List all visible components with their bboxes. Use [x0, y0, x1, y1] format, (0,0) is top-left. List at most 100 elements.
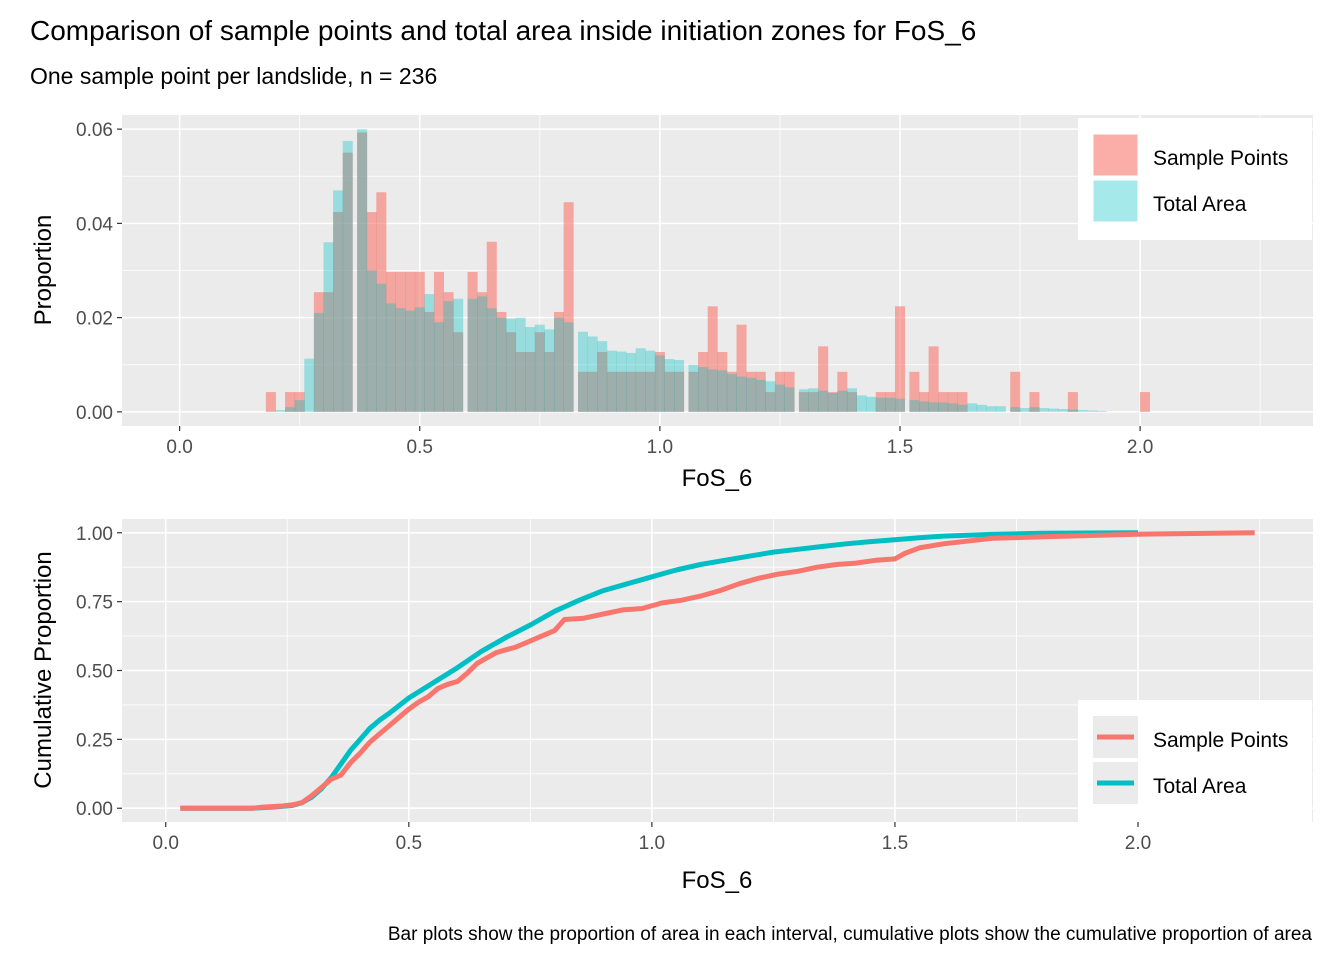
cumulative-x-tick-label: 2.0 [1125, 833, 1151, 854]
bar-total-area [856, 395, 867, 412]
bar-total-area [544, 329, 555, 412]
legend-label-sample-points: Sample Points [1153, 147, 1288, 170]
bar-total-area [477, 296, 488, 412]
bar-sample-points [1067, 392, 1078, 412]
bar-sample-points [294, 392, 305, 412]
histogram-y-ticks: 0.00 0.02 0.04 0.06 [76, 120, 122, 424]
bar-sample-points [534, 332, 545, 412]
bar-sample-points [774, 371, 785, 412]
histogram-legend: Sample Points Total Area [1078, 118, 1312, 240]
bar-sample-points [837, 371, 848, 412]
bar-sample-points [424, 311, 435, 412]
bar-sample-points [947, 392, 958, 412]
legend-label-total-area: Total Area [1153, 775, 1247, 798]
bar-sample-points [505, 332, 517, 412]
bar-total-area [587, 336, 598, 412]
bar-total-area [563, 322, 574, 412]
legend-swatch-sample-points [1092, 133, 1139, 177]
bar-total-area [313, 312, 324, 412]
cumulative-panel: 0.00 0.25 0.50 0.75 1.00 0.0 0.5 1.0 1.5 2.0 FoS… [30, 519, 1313, 894]
bar-total-area [957, 404, 968, 412]
bar-total-area [357, 129, 368, 412]
bar-total-area [376, 283, 387, 412]
bar-total-area [755, 379, 766, 412]
bar-sample-points [626, 371, 637, 412]
bar-total-area [395, 308, 406, 412]
bar-total-area [798, 389, 809, 412]
bar-total-area [275, 409, 286, 412]
cumulative-y-tick-label: 0.75 [76, 593, 113, 614]
histogram-x-ticks: 0.0 0.5 1.0 1.5 2.0 [166, 426, 1153, 458]
bar-total-area [1039, 408, 1050, 412]
bar-sample-points [587, 371, 598, 412]
bar-total-area [366, 270, 377, 412]
bar-sample-points [616, 371, 627, 412]
histogram-x-tick-label: 1.5 [887, 437, 913, 458]
histogram-x-axis-title: FoS_6 [682, 465, 753, 492]
histogram-x-tick-label: 1.0 [647, 437, 673, 458]
bar-sample-points [395, 271, 406, 412]
bar-sample-points [477, 292, 488, 412]
histogram-y-tick-label: 0.06 [76, 120, 113, 141]
bar-total-area [909, 400, 920, 412]
bar-sample-points [385, 271, 396, 412]
bar-sample-points [664, 371, 675, 412]
bar-total-area [294, 400, 305, 412]
bar-total-area [505, 318, 517, 412]
bar-sample-points [698, 352, 709, 412]
chart-title: Comparison of sample points and total ar… [30, 15, 976, 46]
bar-total-area [866, 396, 877, 412]
bar-total-area [928, 402, 939, 412]
line-sample-points [180, 530, 1255, 811]
bar-total-area [453, 298, 464, 412]
bar-total-area [405, 310, 416, 412]
cumulative-y-axis-title: Cumulative Proportion [30, 551, 57, 788]
bar-total-area [938, 402, 949, 412]
bar-sample-points [544, 352, 555, 412]
bar-total-area [333, 190, 344, 412]
bar-sample-points [554, 311, 565, 412]
bar-sample-points [808, 392, 819, 412]
bar-total-area [774, 384, 785, 412]
bar-sample-points [453, 332, 464, 412]
bar-sample-points [909, 371, 920, 412]
bar-total-area [645, 350, 656, 412]
bar-total-area [1019, 408, 1030, 412]
bar-total-area [1067, 409, 1078, 412]
bar-total-area [746, 377, 757, 412]
bar-sample-points [875, 392, 886, 412]
bar-total-area [635, 348, 646, 412]
bar-sample-points [957, 392, 968, 412]
cumulative-x-ticks: 0.0 0.5 1.0 1.5 2.0 [153, 822, 1151, 854]
bar-total-area [424, 294, 435, 412]
legend-label-total-area: Total Area [1153, 193, 1247, 216]
bar-total-area [285, 407, 296, 412]
bar-total-area [606, 350, 617, 412]
bar-sample-points [688, 371, 699, 412]
bar-total-area [467, 298, 478, 412]
bar-sample-points [443, 292, 454, 412]
histogram-x-tick-label: 2.0 [1127, 437, 1153, 458]
bar-total-area [976, 404, 987, 412]
cumulative-x-tick-label: 0.5 [396, 833, 422, 854]
bar-total-area [1087, 410, 1098, 412]
histogram-y-tick-label: 0.04 [76, 214, 113, 235]
bar-total-area [707, 369, 718, 412]
cumulative-lines [180, 530, 1255, 811]
bar-sample-points [515, 352, 526, 412]
bar-sample-points [313, 292, 324, 412]
bar-sample-points [746, 371, 757, 412]
bar-sample-points [597, 352, 608, 412]
bar-total-area [1010, 407, 1021, 412]
cumulative-y-tick-label: 0.00 [76, 799, 113, 820]
bar-total-area [534, 324, 545, 412]
histogram-bars [265, 129, 1150, 412]
bar-total-area [947, 403, 958, 412]
bar-sample-points [717, 352, 728, 412]
legend-label-sample-points: Sample Points [1153, 729, 1288, 752]
bar-sample-points [323, 292, 334, 412]
bar-sample-points [765, 392, 776, 412]
bar-sample-points [1029, 392, 1040, 412]
